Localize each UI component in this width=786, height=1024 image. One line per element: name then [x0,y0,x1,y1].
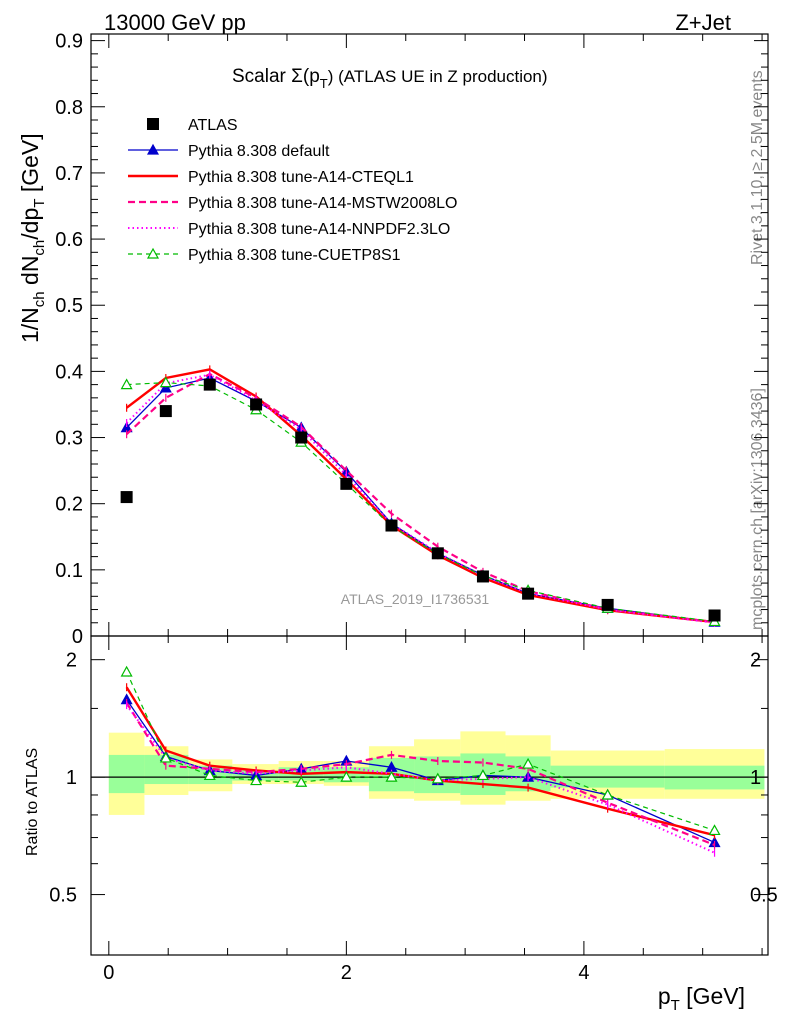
y-tick-label: 0.2 [55,494,83,516]
main-series-1 [125,365,716,627]
legend-label: Pythia 8.308 tune-A14-NNPDF2.3LO [188,221,450,238]
main-panel-frame: 0 0.1 0.2 0.3 0.4 0.5 0.6 0.7 0.8 0.9 [55,31,769,648]
atlas-data-point [340,477,353,490]
triangle-marker [601,788,614,800]
y-tick-label: 0.1 [55,560,83,582]
main-panel-series [120,365,721,627]
title-suffix: ) (ATLAS UE in Z production) [328,67,548,86]
ratio-y-tick-label-right: 1 [750,767,761,789]
x-tick-label: 0 [103,962,114,984]
legend-label: Pythia 8.308 tune-CUETP8S1 [188,247,401,264]
legend-label: Pythia 8.308 default [188,143,330,160]
y-axis-label-ratio: Ratio to ATLAS [24,748,41,856]
y-tick-label: 0.5 [55,295,83,317]
legend-entry: Pythia 8.308 tune-A14-NNPDF2.3LO [128,221,450,238]
y-axis-label-main: 1/Nch dNch/dpT [GeV] [17,133,48,343]
ratio-y-tick-label-right: 2 [750,650,761,672]
ratio-panel-series [120,665,721,857]
triangle-marker [250,774,263,786]
title-sub: T [320,76,328,91]
triangle-marker [203,769,216,781]
legend-label: Pythia 8.308 tune-A14-CTEQL1 [188,169,414,186]
ratio-series-line [125,686,715,837]
ratio-series-line [126,671,715,832]
header-labels: 13000 GeV pp Z+Jet [104,10,731,35]
atlas-data-point [120,491,133,504]
atlas-data-point [431,547,444,560]
triangle-marker [159,381,172,393]
ratio-y-tick-label: 0.5 [49,885,77,907]
triangle-marker [120,665,133,677]
triangle-marker [295,776,308,787]
triangle-marker [120,378,133,390]
process-label: Z+Jet [675,10,731,35]
x-tick-label: 4 [578,962,589,984]
atlas-data-point [159,405,172,418]
triangle-marker [340,770,353,782]
y-tick-label: 0.4 [55,361,83,383]
legend-marker [147,118,159,130]
plot-title: Scalar Σ(pT) (ATLAS UE in Z production) [232,66,548,91]
y-tick-label: 0.8 [55,97,83,119]
triangle-marker [522,757,535,769]
triangle-marker [431,772,444,784]
triangle-marker [708,824,721,836]
y-tick-label: 0.6 [55,229,83,251]
legend-entry: ATLAS [147,117,238,134]
main-series-line [126,377,715,623]
main-series-3 [125,370,716,627]
ratio-series-4 [120,665,721,836]
x-tick-label: 2 [341,962,352,984]
y-tick-label: 0.9 [55,31,83,53]
triangle-marker [385,770,398,782]
atlas-data-point [250,398,263,411]
legend-label: ATLAS [188,117,238,134]
main-series-line [126,382,715,623]
atlas-data-point [601,598,614,611]
ratio-series-line [125,704,715,854]
legend-marker [146,247,160,259]
atlas-data-point [295,431,308,444]
atlas-data-point [385,519,398,532]
main-series-0 [120,371,721,627]
atlas-data-point [203,378,216,391]
y-tick-label: 0.7 [55,163,83,185]
triangle-marker [159,376,172,388]
main-series-2 [125,370,716,627]
atlas-data-point [476,570,489,583]
triangle-marker [476,769,489,781]
legend-entry: Pythia 8.308 default [128,143,330,160]
ratio-panel-frame: 0.5 0.5 1 1 2 2 0 2 4 [49,635,778,984]
atlas-data-point [708,609,721,622]
main-series-line [125,373,715,624]
y-tick-label: 0.3 [55,428,83,450]
rivet-label: Rivet 3.1.10, ≥ 2.5M events [749,70,766,265]
energy-label: 13000 GeV pp [104,10,246,35]
legend-entry: Pythia 8.308 tune-CUETP8S1 [128,247,401,264]
ratio-y-tick-label: 1 [66,767,77,789]
legend: ATLAS Pythia 8.308 default Pythia 8.308 tu… [128,117,457,264]
stat-uncertainty-band [108,754,145,794]
triangle-marker [159,751,172,763]
legend-marker [146,143,160,155]
ratio-frame-border [90,635,769,956]
main-series-line [125,368,715,624]
ratio-uncertainty-bands [91,731,768,815]
ratio-y-tick-label-right: 0.5 [750,885,778,907]
analysis-watermark: ATLAS_2019_I1736531 [341,591,490,607]
legend-entry: Pythia 8.308 tune-A14-CTEQL1 [128,169,414,186]
atlas-data-point [522,587,535,600]
ratio-y-tick-label: 2 [66,650,77,672]
legend-entry: Pythia 8.308 tune-A14-MSTW2008LO [128,195,457,212]
y-tick-label: 0 [72,626,83,648]
main-data-series-0 [120,378,721,622]
title-prefix: Scalar Σ(p [232,66,320,87]
main-series-4 [120,376,721,627]
legend-label: Pythia 8.308 tune-A14-MSTW2008LO [188,195,457,212]
x-axis-label: pT [GeV] [658,983,745,1014]
main-series-line [125,372,715,624]
